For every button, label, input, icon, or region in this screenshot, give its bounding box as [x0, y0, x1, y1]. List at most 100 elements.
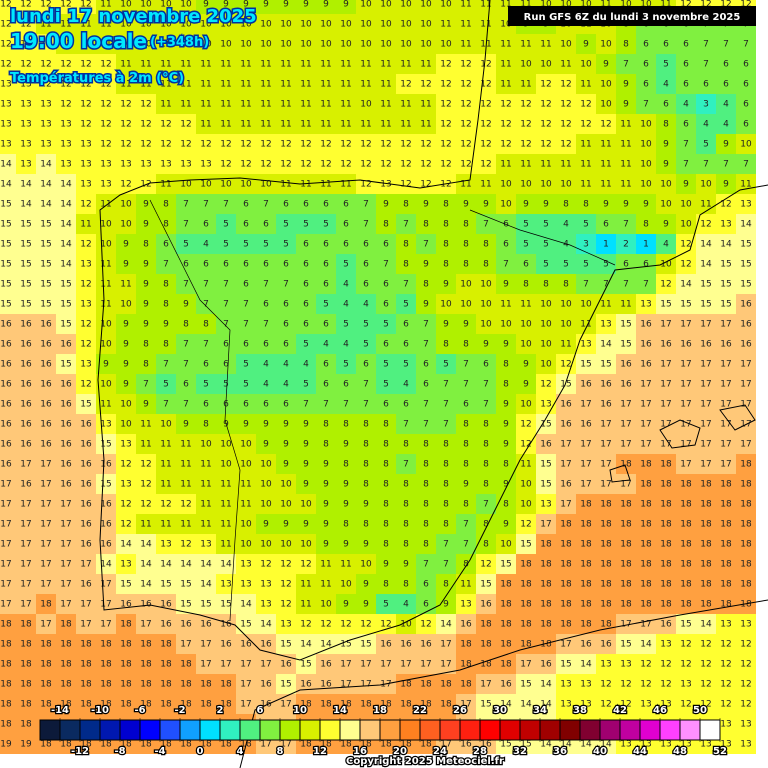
grid-value: 11: [300, 120, 311, 130]
grid-value: 14: [300, 640, 312, 650]
grid-cell: [616, 274, 636, 294]
grid-cell: [536, 334, 556, 354]
grid-cell: [356, 334, 376, 354]
grid-value: 10: [120, 420, 132, 430]
grid-value: 10: [120, 20, 132, 30]
grid-value: 16: [660, 340, 672, 350]
grid-value: 10: [160, 40, 172, 50]
grid-value: 11: [180, 480, 191, 490]
grid-cell: [376, 314, 396, 334]
grid-value: 13: [620, 660, 631, 670]
grid-cell: [76, 34, 96, 54]
grid-value: 9: [343, 440, 349, 450]
grid-value: 12: [700, 0, 711, 10]
grid-cell: [336, 354, 356, 374]
colorbar-swatch: [119, 719, 141, 741]
grid-value: 9: [343, 540, 349, 550]
grid-value: 12: [380, 140, 391, 150]
grid-cell: [56, 114, 76, 134]
grid-value: 10: [380, 40, 392, 50]
grid-cell: [736, 294, 756, 314]
grid-value: 9: [323, 520, 329, 530]
grid-cell: [616, 34, 636, 54]
grid-value: 12: [60, 80, 71, 90]
grid-value: 11: [520, 460, 531, 470]
grid-cell: [296, 14, 316, 34]
grid-cell: [316, 254, 336, 274]
grid-value: 6: [683, 120, 689, 130]
grid-value: 11: [560, 340, 571, 350]
grid-value: 10: [500, 200, 512, 210]
grid-cell: [416, 274, 436, 294]
grid-cell: [696, 354, 716, 374]
grid-cell: [396, 314, 416, 334]
grid-value: 5: [403, 360, 409, 370]
grid-cell: [376, 174, 396, 194]
colorbar-label: 18: [373, 705, 387, 716]
grid-value: 18: [660, 600, 672, 610]
grid-value: 7: [203, 280, 209, 290]
grid-value: 18: [420, 740, 432, 750]
grid-cell: [16, 34, 36, 54]
colorbar-swatch: [419, 719, 441, 741]
grid-value: 17: [700, 320, 711, 330]
grid-value: 11: [280, 80, 291, 90]
grid-value: 5: [323, 220, 329, 230]
grid-cell: [176, 314, 196, 334]
grid-value: 9: [303, 420, 309, 430]
grid-value: 7: [263, 280, 269, 290]
grid-value: 18: [160, 640, 172, 650]
grid-cell: [236, 314, 256, 334]
grid-value: 7: [403, 460, 409, 470]
grid-value: 8: [443, 260, 449, 270]
grid-value: 5: [223, 380, 229, 390]
grid-value: 10: [360, 20, 372, 30]
grid-cell: [736, 154, 756, 174]
grid-cell: [176, 0, 196, 14]
grid-value: 8: [443, 220, 449, 230]
grid-cell: [656, 314, 676, 334]
grid-value: 9: [603, 60, 609, 70]
colorbar-label: 34: [533, 705, 547, 716]
grid-value: 12: [420, 140, 431, 150]
grid-value: 10: [300, 20, 312, 30]
grid-value: 11: [620, 180, 631, 190]
grid-value: 17: [740, 440, 751, 450]
grid-cell: [236, 14, 256, 34]
grid-cell: [56, 334, 76, 354]
grid-value: 18: [660, 480, 672, 490]
grid-cell: [316, 234, 336, 254]
grid-value: 6: [283, 400, 289, 410]
grid-cell: [0, 134, 16, 154]
grid-cell: [656, 374, 676, 394]
grid-value: 9: [343, 500, 349, 510]
grid-value: 12: [140, 480, 151, 490]
grid-value: 7: [363, 380, 369, 390]
grid-value: 11: [180, 520, 191, 530]
grid-value: 5: [543, 260, 549, 270]
grid-cell: [336, 234, 356, 254]
grid-value: 13: [640, 700, 651, 710]
grid-value: 10: [180, 180, 192, 190]
grid-value: 8: [483, 540, 489, 550]
grid-cell: [256, 254, 276, 274]
grid-value: 9: [143, 280, 149, 290]
grid-value: 12: [600, 700, 611, 710]
grid-value: 11: [300, 580, 311, 590]
grid-value: 15: [100, 440, 111, 450]
grid-value: 9: [683, 180, 689, 190]
grid-value: 10: [200, 440, 212, 450]
grid-value: 17: [100, 620, 111, 630]
grid-value: 12: [320, 620, 331, 630]
grid-value: 12: [260, 160, 271, 170]
grid-value: 13: [580, 680, 591, 690]
grid-cell: [96, 314, 116, 334]
grid-value: 16: [480, 600, 492, 610]
grid-value: 5: [303, 380, 309, 390]
grid-cell: [616, 214, 636, 234]
grid-cell: [576, 214, 596, 234]
grid-value: 8: [503, 360, 509, 370]
grid-value: 10: [560, 300, 572, 310]
grid-cell: [396, 374, 416, 394]
grid-value: 13: [580, 340, 591, 350]
